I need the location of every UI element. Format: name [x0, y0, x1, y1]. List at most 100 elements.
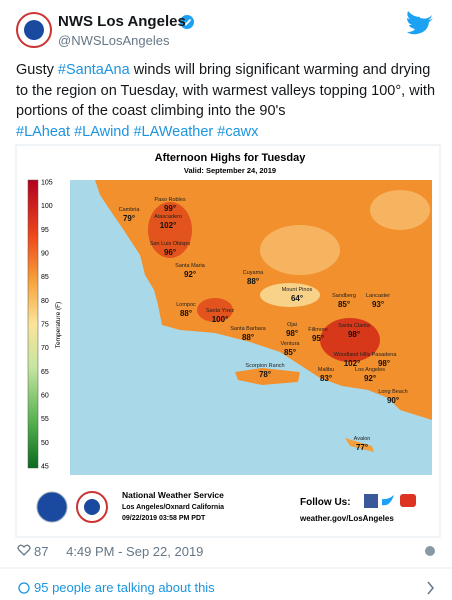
comment-icon: [18, 582, 30, 594]
youtube-icon: [400, 494, 416, 507]
tweet-text: Gusty #SantaAna winds will bring signifi…: [16, 60, 444, 142]
island: [235, 368, 300, 385]
tweet-image[interactable]: Afternoon Highs for Tuesday Valid: Septe…: [15, 144, 441, 538]
city-temp: 99°: [164, 204, 176, 213]
city-temp: 85°: [284, 348, 296, 357]
city-temp: 93°: [372, 300, 384, 309]
city-temp: 102°: [344, 359, 361, 368]
like-icon[interactable]: [17, 544, 31, 556]
city-name: Santa Barbara: [230, 326, 266, 332]
city-name: Atascadero: [154, 214, 182, 220]
avatar[interactable]: [16, 12, 52, 48]
twitter-logo[interactable]: [407, 11, 433, 35]
colorbar-tick-label: 45: [41, 464, 49, 471]
colorbar-tick-label: 65: [41, 369, 49, 376]
colorbar-tick-label: 95: [41, 227, 49, 234]
city-temp: 98°: [348, 330, 360, 339]
colorbar-tick-label: 85: [41, 274, 49, 281]
footer-location: Los Angeles/Oxnard California: [122, 504, 224, 511]
footer-url: weather.gov/LosAngeles: [299, 514, 394, 523]
text: Gusty: [16, 62, 58, 78]
city-temp: 98°: [286, 329, 298, 338]
city-name: Santa Ynez: [206, 308, 235, 314]
account-name[interactable]: NWS Los Angeles: [58, 13, 186, 30]
island: [345, 438, 374, 452]
city-temp: 98°: [378, 359, 390, 368]
city-temp: 102°: [160, 221, 177, 230]
timestamp[interactable]: 4:49 PM - Sep 22, 2019: [66, 544, 204, 559]
map-subtitle: Valid: September 24, 2019: [184, 166, 276, 175]
hashtag[interactable]: #LAheat: [16, 123, 71, 140]
colorbar-tick-label: 70: [41, 345, 49, 352]
hashtags: #LAheat #LAwind #LAWeather #cawx: [16, 124, 258, 140]
city-temp: 100°: [212, 315, 229, 324]
city-name: San Luis Obispo: [150, 241, 190, 247]
colorbar-label: Temperature (F): [55, 302, 62, 349]
nws-logo-center: [84, 499, 100, 515]
tweet-meta: 87 4:49 PM - Sep 22, 2019: [16, 544, 203, 559]
talking-link[interactable]: 95 people are talking about this: [34, 580, 215, 595]
follow-us: Follow Us:: [300, 497, 351, 508]
city-temp: 88°: [180, 309, 192, 318]
chevron[interactable]: [427, 581, 434, 595]
map-title: Afternoon Highs for Tuesday: [155, 152, 307, 164]
city-name: Mount Pinos: [282, 287, 313, 293]
city-name: Scorpion Ranch: [245, 363, 284, 369]
facebook-icon: [364, 494, 378, 508]
city-temp: 77°: [356, 443, 368, 452]
city-name: Sandberg: [332, 293, 356, 299]
city-name: Paso Robles: [154, 197, 185, 203]
city-name: Woodland Hills: [334, 352, 371, 358]
footer-issued: 09/22/2019 03:58 PM PDT: [122, 515, 206, 522]
city-temp: 88°: [242, 333, 254, 342]
city-name: Cambria: [119, 207, 141, 213]
noaa-logo: [36, 491, 68, 523]
colorbar-tick-label: 55: [41, 416, 49, 423]
city-temp: 95°: [312, 334, 324, 343]
city-temp: 92°: [364, 374, 376, 383]
colorbar-tick-label: 100: [41, 203, 53, 210]
hot-area: [320, 318, 380, 362]
cool-area: [370, 190, 430, 230]
like-count[interactable]: 87: [34, 544, 49, 559]
city-name: Malibu: [318, 367, 334, 373]
account-handle[interactable]: @NWSLosAngeles: [58, 33, 170, 48]
colorbar-tick-label: 80: [41, 298, 49, 305]
verified-badge: [180, 15, 194, 29]
info-icon[interactable]: [425, 546, 435, 556]
verified-check: [182, 18, 192, 26]
city-temp: 92°: [184, 270, 196, 279]
city-name: Ventura: [281, 341, 301, 347]
city-name: Los Angeles: [355, 367, 385, 373]
colorbar-tick-label: 50: [41, 440, 49, 447]
cool-area: [260, 283, 320, 307]
city-name: Ojai: [287, 322, 297, 328]
city-temp: 88°: [247, 277, 259, 286]
hashtag[interactable]: #LAWeather: [133, 123, 214, 140]
city-name: Fillmore: [308, 327, 328, 333]
hot-area: [148, 202, 192, 258]
city-name: Cuyama: [243, 270, 264, 276]
city-name: Santa Maria: [175, 263, 206, 269]
city-name: Long Beach: [378, 389, 407, 395]
city-name: Santa Clarita: [338, 323, 371, 329]
hashtag[interactable]: #LAwind: [74, 123, 130, 140]
colorbar-tick-label: 75: [41, 322, 49, 329]
city-temp: 85°: [338, 300, 350, 309]
hashtag[interactable]: #cawx: [217, 123, 259, 140]
colorbar-tick-label: 90: [41, 251, 49, 258]
colorbar-tick-label: 60: [41, 393, 49, 400]
city-name: Avalon: [354, 436, 371, 442]
hot-area: [197, 298, 233, 322]
footer-office: National Weather Service: [122, 490, 224, 500]
hashtag[interactable]: #SantaAna: [57, 62, 130, 78]
city-temp: 79°: [123, 214, 135, 223]
city-name: Pasadena: [372, 352, 398, 358]
colorbar-tick-label: 105: [41, 180, 53, 187]
text: winds will bring significant warming and…: [16, 62, 436, 119]
cool-area: [260, 225, 340, 275]
city-temp: 64°: [291, 294, 303, 303]
city-temp: 78°: [259, 370, 271, 379]
